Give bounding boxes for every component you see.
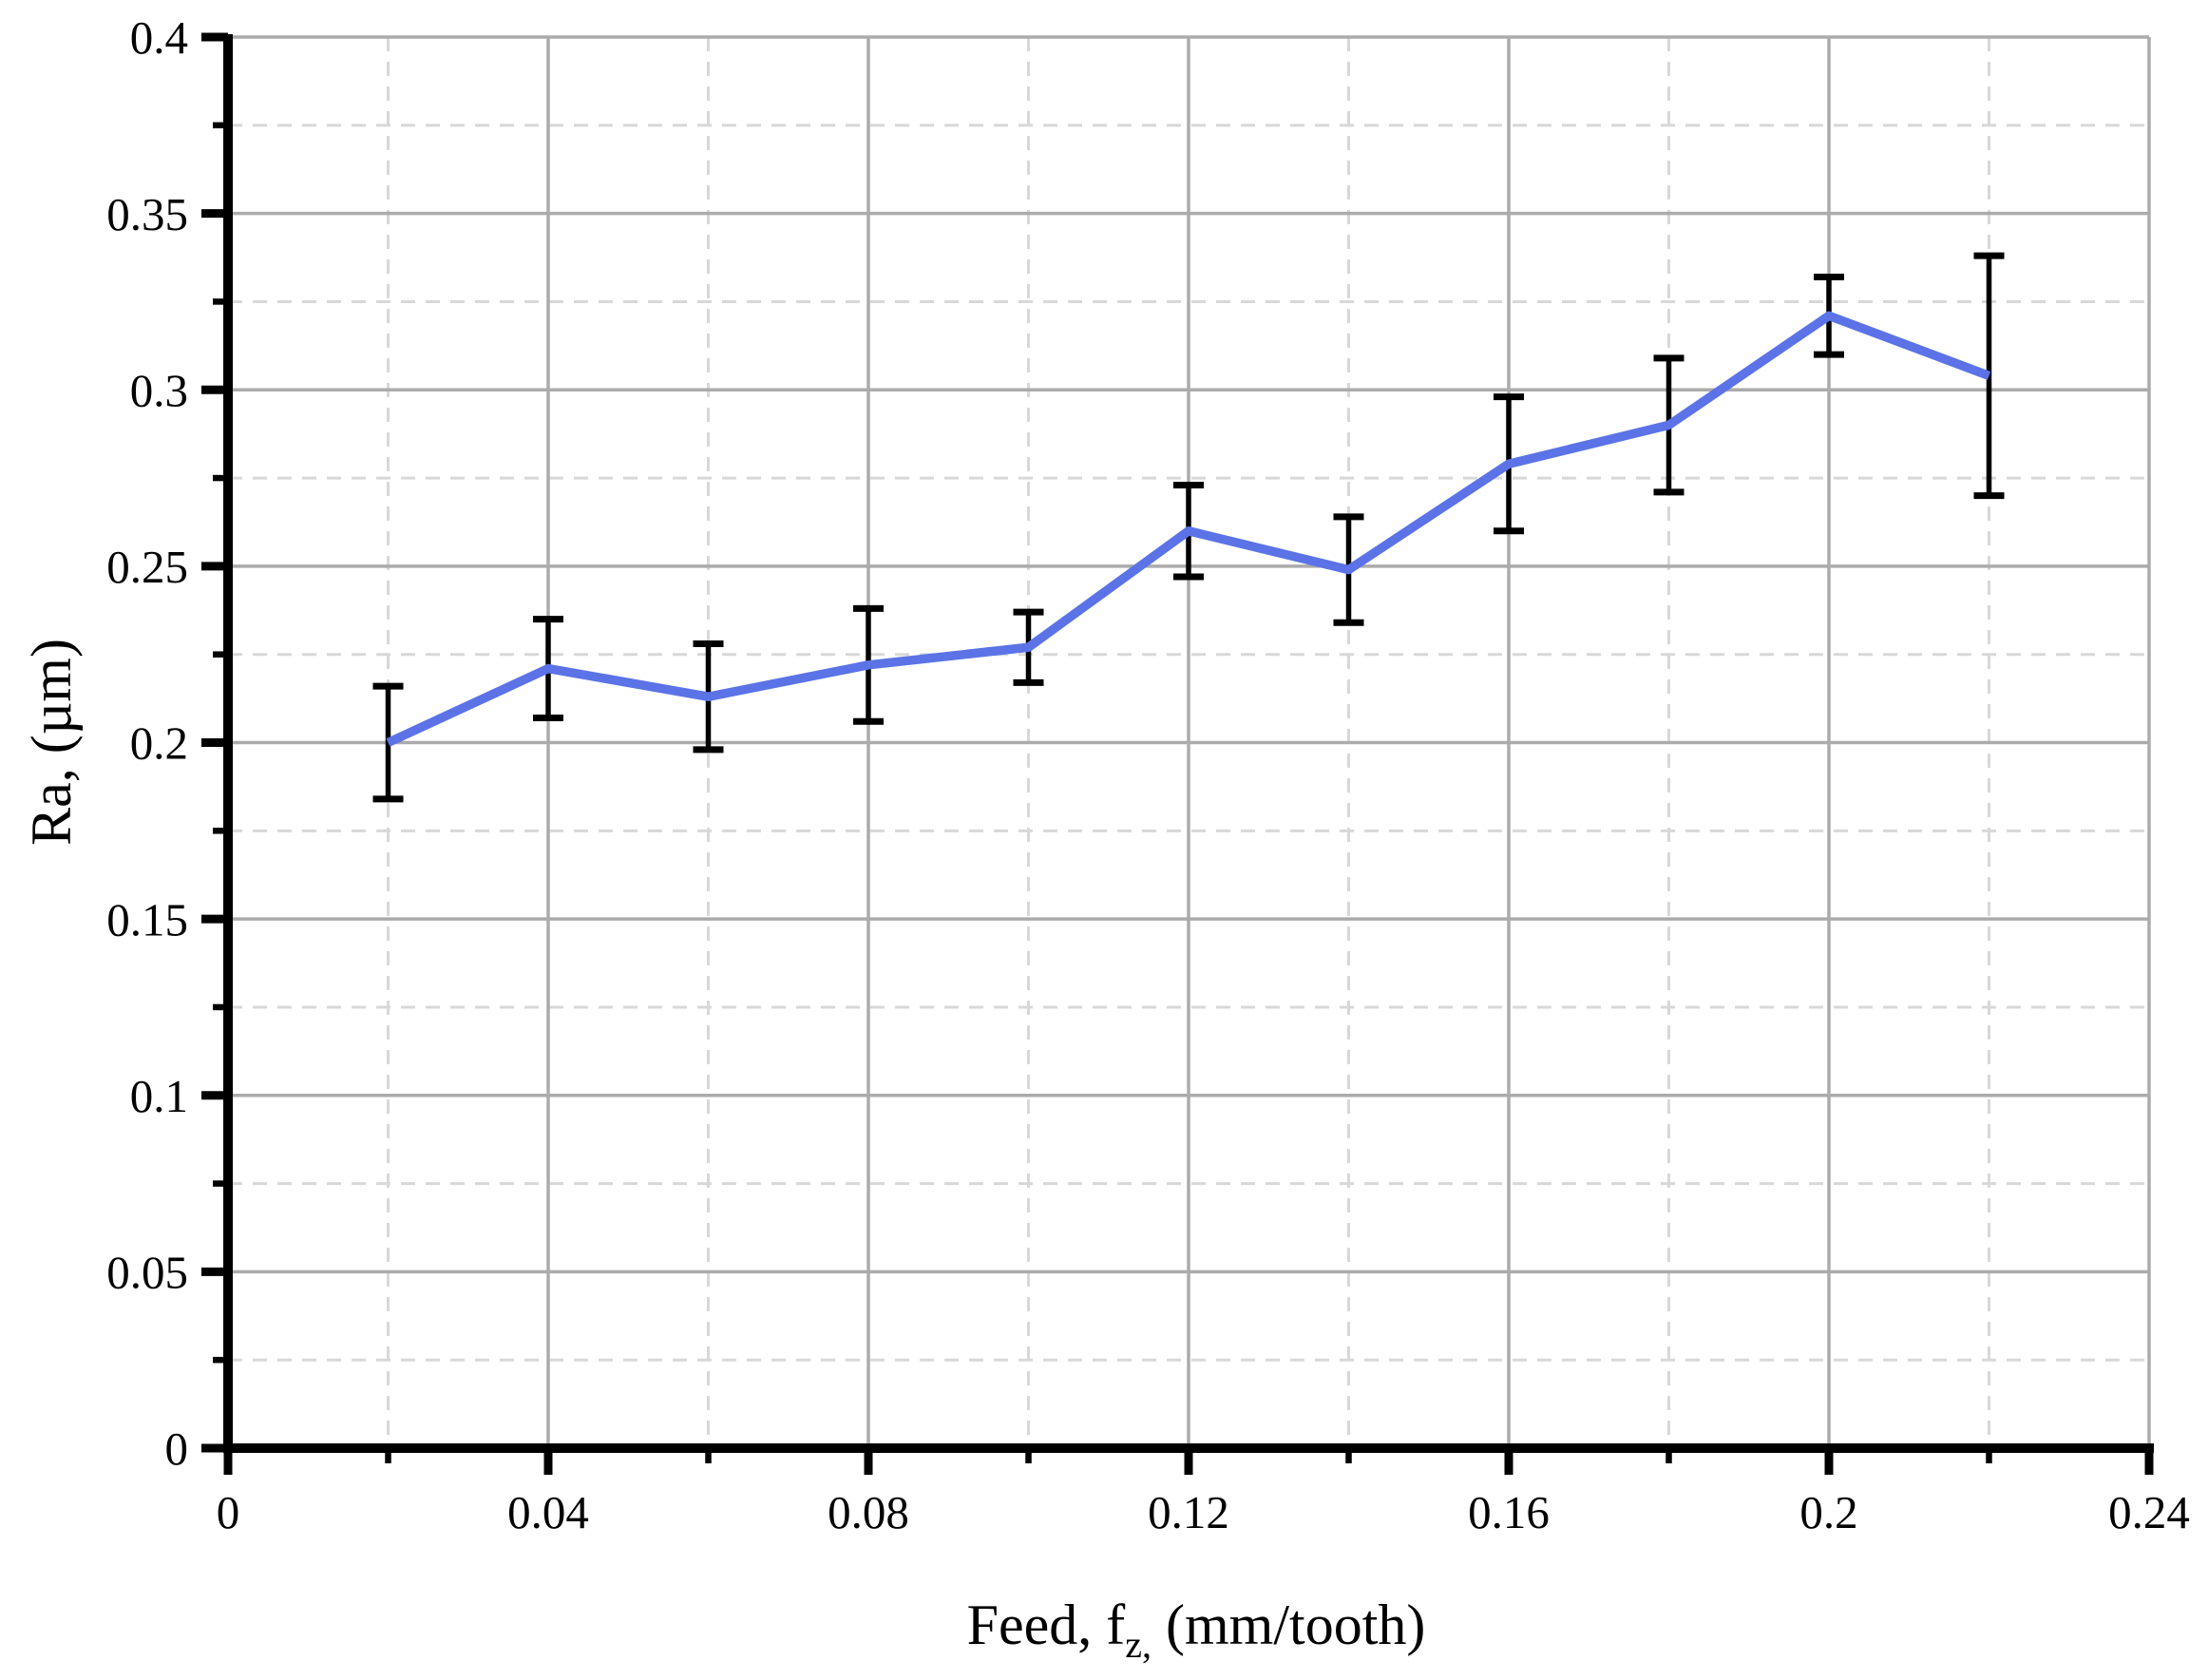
tick-labels: 0 0.05 0.1 0.15 0.2 0.25 0.3 0.35 0.4 0 0.04 0.08 0.… — [106, 11, 2190, 1538]
x-tick-label: 0.16 — [1468, 1486, 1550, 1538]
x-axis-title-subscript: z, — [1125, 1623, 1152, 1666]
y-tick-label: 0.25 — [106, 541, 188, 593]
x-tick-label: 0.08 — [828, 1486, 909, 1538]
x-tick-label: 0.2 — [1799, 1486, 1857, 1538]
y-tick-label: 0.3 — [130, 364, 188, 416]
major-gridlines — [228, 35, 2151, 1448]
y-axis-title: Ra, (µm) — [20, 639, 83, 846]
data-series — [386, 311, 1991, 747]
x-axis-title-pre: Feed, f — [967, 1594, 1126, 1656]
y-tick-label: 0 — [165, 1422, 189, 1475]
x-tick-label: 0.12 — [1148, 1486, 1229, 1538]
x-tick-label: 0.24 — [2108, 1486, 2190, 1538]
y-tick-label: 0.2 — [130, 717, 188, 770]
x-tick-label: 0 — [217, 1486, 240, 1538]
y-tick-label: 0.15 — [106, 893, 188, 945]
y-tick-label: 0.1 — [130, 1070, 188, 1122]
y-tick-label: 0.35 — [106, 188, 188, 240]
x-tick-label: 0.04 — [507, 1486, 589, 1538]
x-axis-title-post: (mm/tooth) — [1152, 1594, 1425, 1656]
y-tick-label: 0.05 — [106, 1247, 188, 1299]
axis-ticks — [201, 32, 2154, 1475]
y-tick-label: 0.4 — [130, 11, 188, 64]
data-line-Ra — [386, 311, 1991, 747]
x-axis-title: Feed, fz, (mm/tooth) — [967, 1594, 1426, 1666]
